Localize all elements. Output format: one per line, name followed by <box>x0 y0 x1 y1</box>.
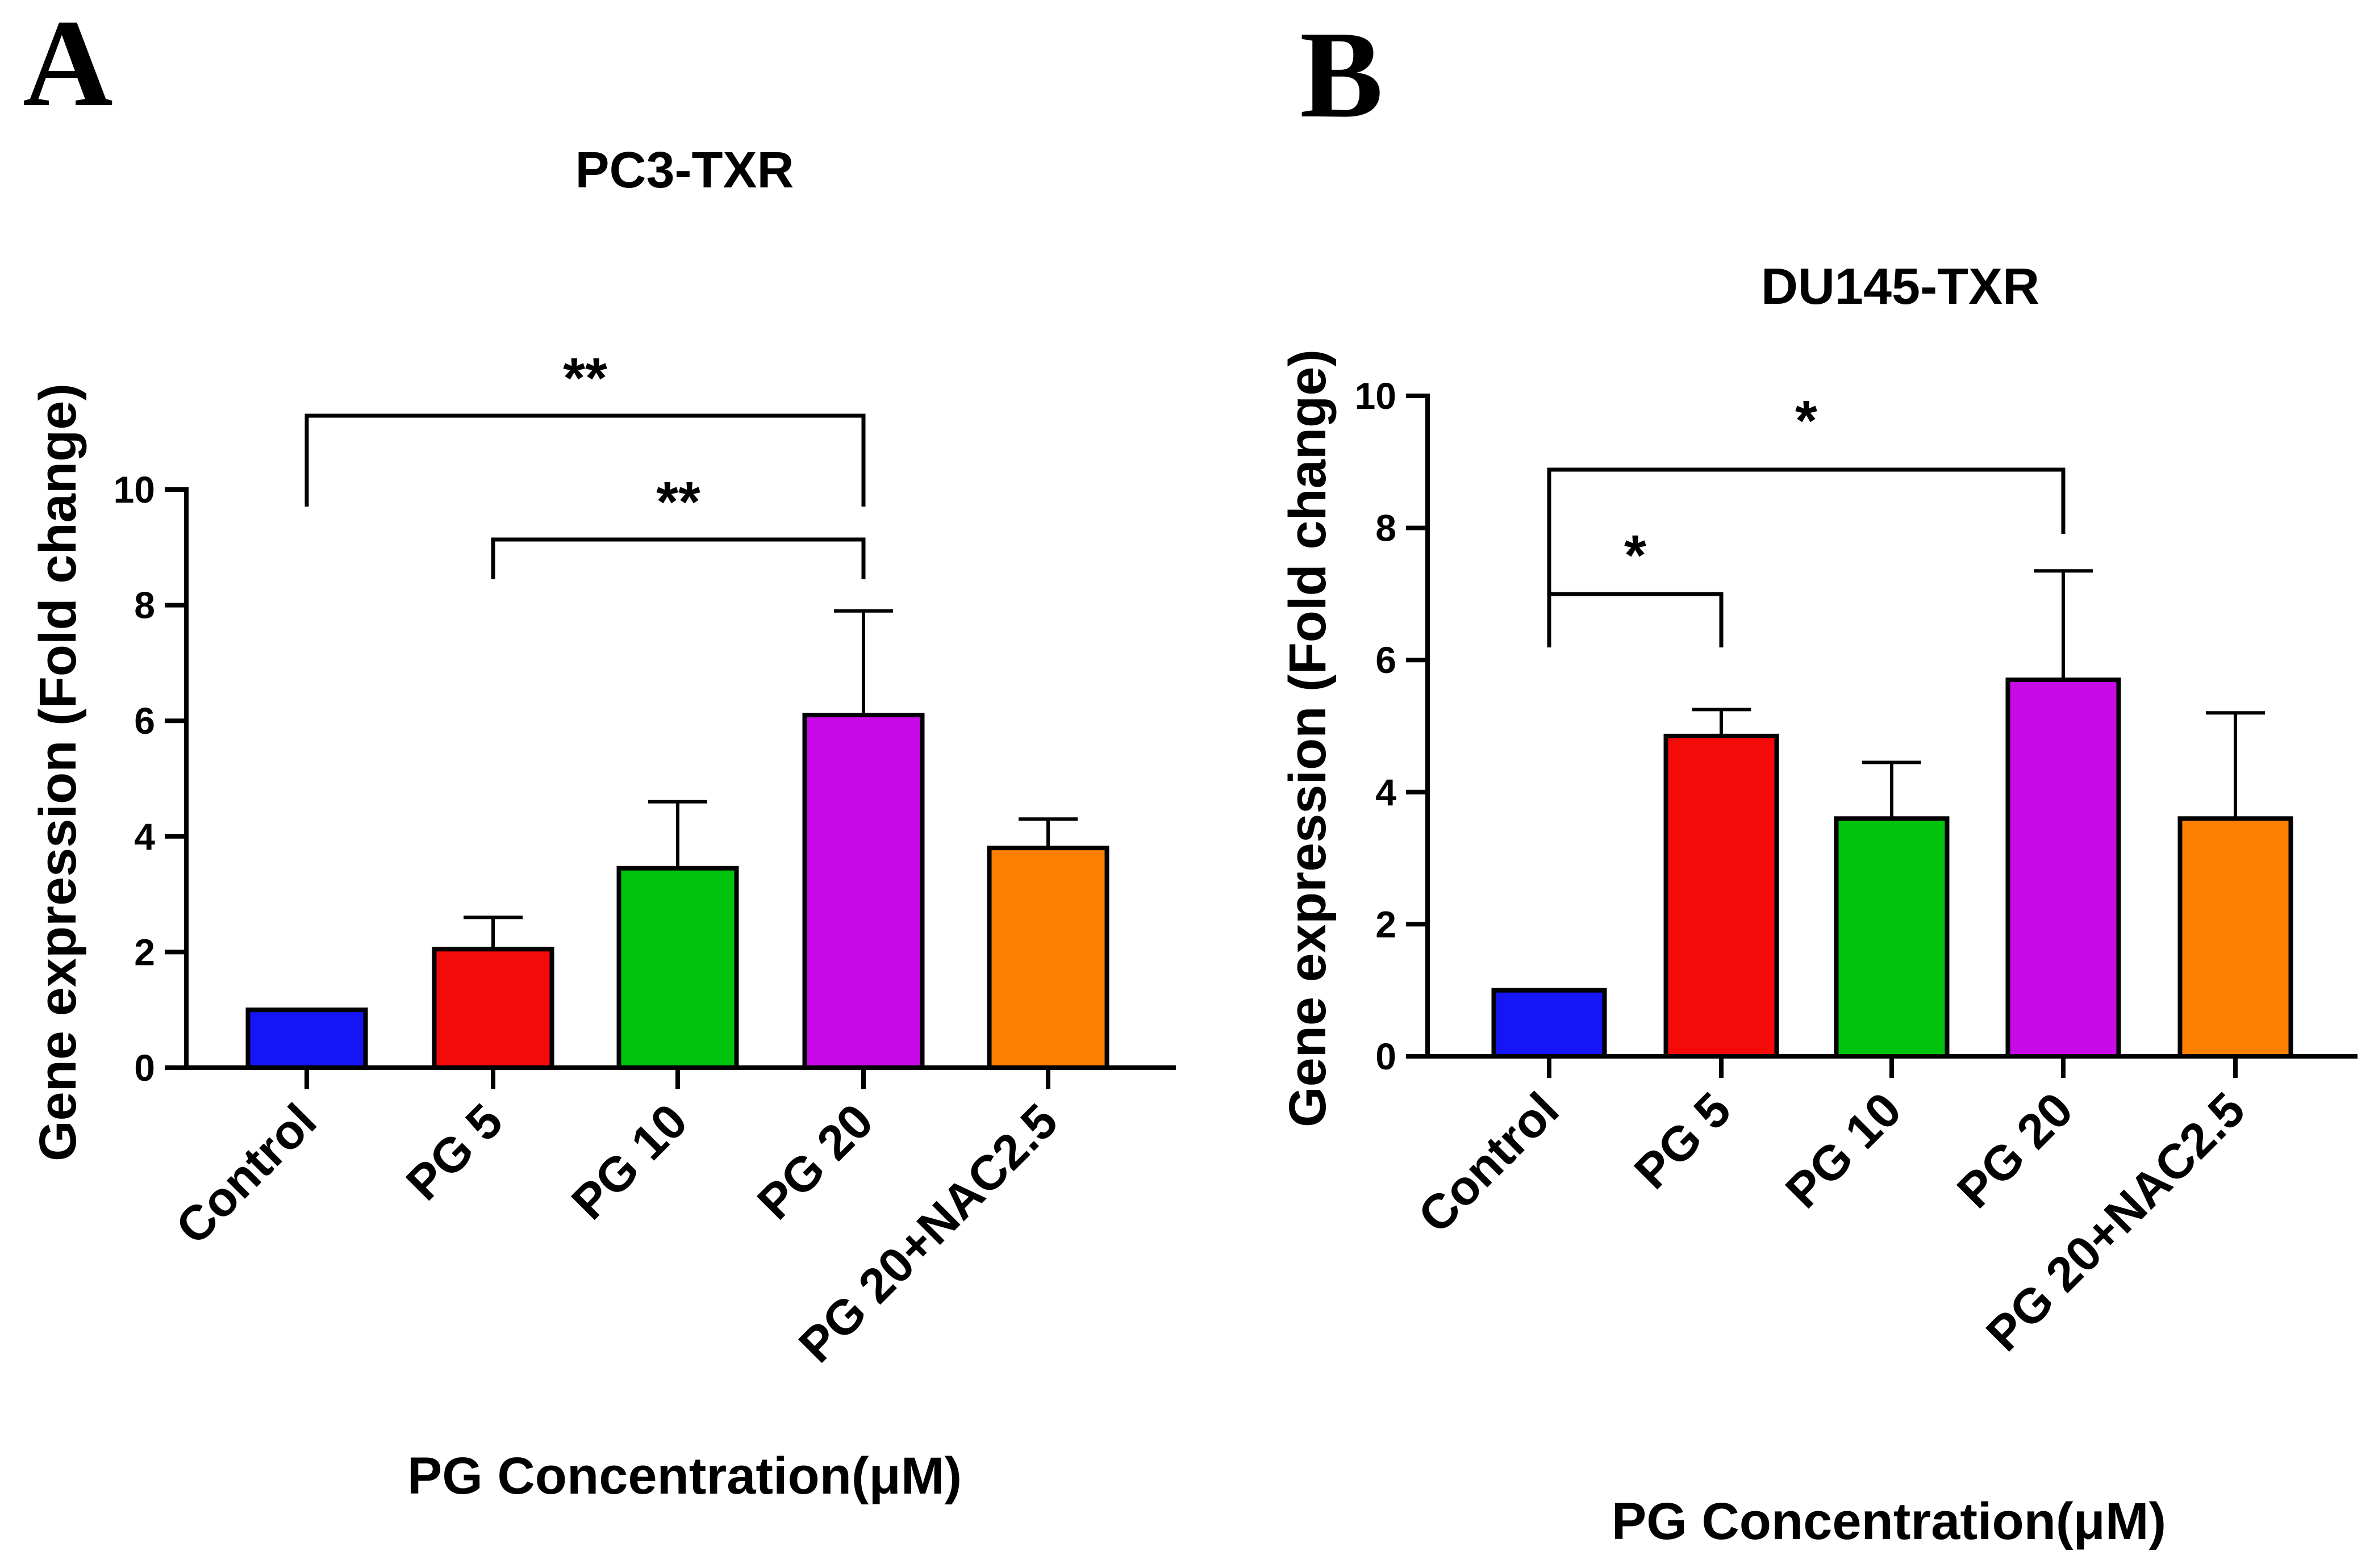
bar-a-1 <box>432 947 554 1071</box>
bar-b-4 <box>2177 816 2293 1059</box>
bar-b-1 <box>1663 733 1779 1059</box>
bar-a-2 <box>616 865 739 1071</box>
chart-title-b: DU145-TXR <box>1761 258 2039 315</box>
y-tick-label-b-2: 4 <box>1375 771 1396 813</box>
bar-a-4 <box>987 846 1109 1071</box>
y-tick-label-b-1: 2 <box>1375 903 1396 945</box>
x-tick-label-b-2: PG 10 <box>1775 1082 1912 1219</box>
significance-label-a-0: ** <box>563 346 607 410</box>
y-tick-label-a-4: 8 <box>134 584 155 626</box>
y-axis-label-b: Gene expression (Fold change) <box>1279 349 1337 1127</box>
y-tick-label-b-4: 8 <box>1375 507 1396 549</box>
significance-bracket-a-0 <box>304 413 866 507</box>
chart-panel-a: A PC3-TXR Gene expression (Fold change) … <box>23 0 1176 1505</box>
y-tick-label-a-2: 4 <box>134 816 155 858</box>
y-tick-label-a-5: 10 <box>114 469 155 511</box>
significance-bracket-b-0 <box>1547 592 1724 647</box>
y-tick-label-b-0: 0 <box>1375 1035 1396 1077</box>
significance-bracket-b-1 <box>1547 467 2066 647</box>
y-tick-label-a-3: 6 <box>134 700 155 742</box>
y-axis-label-a: Gene expression (Fold change) <box>29 383 87 1161</box>
significance-label-b-0: * <box>1624 524 1646 587</box>
y-tick-label-b-5: 10 <box>1355 375 1396 417</box>
y-tick-label-a-1: 2 <box>134 931 155 973</box>
chart-title-a: PC3-TXR <box>575 142 794 199</box>
significance-bracket-a-1 <box>491 537 866 579</box>
x-tick-label-a-0: Control <box>165 1094 327 1255</box>
chart-panel-b: B DU145-TXR Gene expression (Fold change… <box>1279 5 2358 1550</box>
y-tick-label-a-0: 0 <box>134 1047 155 1089</box>
x-tick-label-b-3: PG 20 <box>1947 1082 2083 1219</box>
x-axis-label-b: PG Concentration(μM) <box>1612 1492 2166 1550</box>
significance-label-a-1: ** <box>656 470 700 534</box>
panel-letter-a: A <box>23 0 113 132</box>
significance-label-b-1: * <box>1795 389 1817 453</box>
bar-b-3 <box>2005 678 2121 1059</box>
x-tick-label-a-2: PG 10 <box>561 1094 698 1230</box>
x-tick-label-a-3: PG 20 <box>747 1094 883 1230</box>
panel-letter-b: B <box>1300 5 1383 144</box>
x-axis-label-a: PG Concentration(μM) <box>407 1447 962 1505</box>
x-tick-label-b-1: PG 5 <box>1624 1082 1741 1199</box>
bar-b-2 <box>1834 816 1950 1059</box>
bar-a-0 <box>245 1007 368 1070</box>
x-tick-label-a-1: PG 5 <box>396 1094 513 1211</box>
bar-a-3 <box>802 713 925 1070</box>
y-tick-label-b-3: 6 <box>1375 639 1396 681</box>
bar-b-0 <box>1491 988 1607 1059</box>
x-tick-label-b-0: Control <box>1408 1082 1569 1244</box>
